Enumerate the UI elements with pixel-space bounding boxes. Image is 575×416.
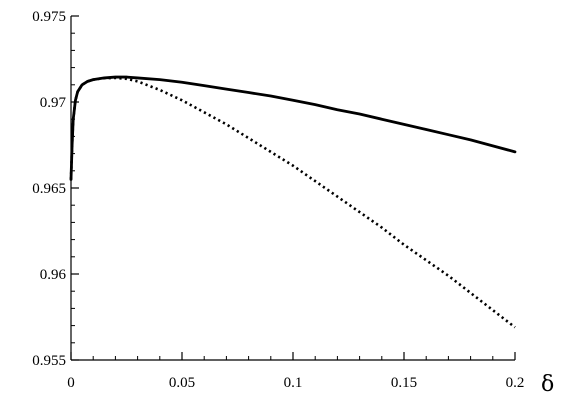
series-line-solid bbox=[69, 75, 517, 181]
minor-tick-group bbox=[70, 15, 516, 361]
y-tick-group: 0.955 0.96 0.965 0.97 0.975 bbox=[32, 9, 79, 369]
y-tick-label: 0.97 bbox=[40, 95, 67, 111]
series-line-dotted bbox=[69, 76, 516, 329]
x-tick-label: 0 bbox=[67, 375, 75, 391]
y-tick-label: 0.965 bbox=[32, 181, 66, 197]
y-tick-label: 0.955 bbox=[32, 353, 66, 369]
x-tick-label: 0.1 bbox=[284, 375, 303, 391]
x-tick-label: 0.05 bbox=[169, 375, 195, 391]
x-tick-group: 0 0.05 0.1 0.15 0.2 bbox=[67, 352, 524, 391]
series-group bbox=[69, 75, 517, 329]
y-tick-label: 0.96 bbox=[40, 267, 67, 283]
x-tick-label: 0.15 bbox=[391, 375, 417, 391]
y-tick-label: 0.975 bbox=[32, 9, 66, 25]
x-axis-title: δ bbox=[541, 372, 554, 397]
x-tick-label: 0.2 bbox=[506, 375, 525, 391]
